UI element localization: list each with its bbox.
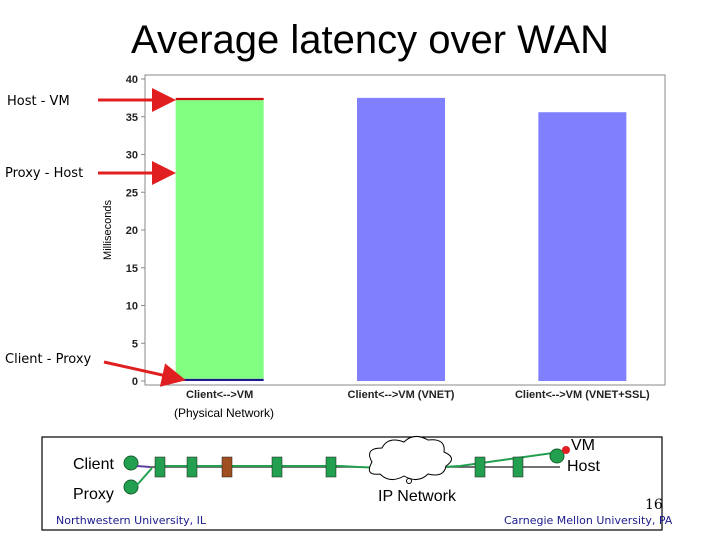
host-vm-label: Host - VM [7, 94, 70, 109]
proxy-label: Proxy [73, 486, 114, 503]
vm-host-node [549, 448, 565, 464]
ip-network-label: IP Network [378, 488, 456, 505]
switch-node [325, 456, 337, 478]
proxy-host-label: Proxy - Host [5, 166, 84, 181]
switch-node [154, 456, 166, 478]
bar-segment [175, 378, 264, 381]
client-proxy-link [136, 465, 151, 468]
client-node [123, 455, 139, 471]
switch-node [271, 456, 283, 478]
physical-network-note: (Physical Network) [174, 406, 275, 420]
client-proxy-label: Client - Proxy [5, 352, 92, 367]
y-tick-label: 30 [126, 150, 138, 162]
y-tick-label: 10 [126, 301, 138, 313]
y-tick-label: 5 [132, 338, 138, 350]
y-tick-label: 40 [126, 74, 138, 86]
slide-title: Average latency over WAN [131, 18, 609, 62]
y-tick-label: 20 [126, 225, 138, 237]
vm-label: VM [571, 437, 595, 454]
bar-segment [357, 97, 445, 381]
bar-segment [538, 112, 627, 381]
client-proxy-arrow [103, 360, 186, 387]
switch-node [474, 456, 486, 478]
cloud-node [406, 478, 412, 484]
footer-left: Northwestern University, IL [56, 514, 206, 527]
y-tick-label: 35 [126, 112, 138, 124]
y-tick-label: 0 [132, 376, 138, 388]
host-label: Host [567, 458, 600, 475]
vm-node [562, 446, 570, 454]
y-axis-label: Milliseconds [102, 200, 114, 260]
switch-node [186, 456, 198, 478]
proxy-node [123, 479, 139, 495]
client-label: Client [73, 456, 114, 473]
bar-segment [175, 100, 264, 379]
x-category-label: Client<-->VM (VNET) [348, 389, 455, 401]
x-category-label: Client<-->VM [186, 389, 253, 401]
bar-segment [175, 97, 264, 101]
network-path [160, 451, 561, 469]
proxy-router-link [136, 467, 153, 486]
x-category-label: Client<-->VM (VNET+SSL) [515, 389, 650, 401]
page-number: 16 [645, 497, 663, 513]
y-tick-label: 15 [126, 263, 138, 275]
switch-node [512, 456, 524, 478]
network-diagram-frame [41, 436, 663, 531]
router-node [221, 456, 233, 478]
ip-network-cloud [368, 436, 452, 480]
footer-right: Carnegie Mellon University, PA [504, 514, 673, 527]
y-tick-label: 25 [126, 187, 138, 199]
